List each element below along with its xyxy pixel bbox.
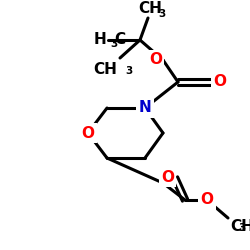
Text: O: O (213, 74, 226, 90)
Text: N: N (138, 100, 151, 116)
Text: O: O (149, 52, 162, 68)
Text: 3: 3 (110, 39, 118, 49)
Text: 3: 3 (238, 223, 245, 233)
Text: CH: CH (93, 62, 117, 77)
Text: C: C (114, 32, 125, 48)
Text: CH: CH (138, 1, 162, 16)
Text: 3: 3 (125, 66, 132, 76)
Text: O: O (82, 126, 94, 140)
Text: CH: CH (230, 219, 250, 234)
Text: H: H (93, 32, 106, 48)
Text: 3: 3 (158, 9, 165, 19)
Text: O: O (161, 170, 174, 184)
Text: O: O (200, 192, 213, 208)
